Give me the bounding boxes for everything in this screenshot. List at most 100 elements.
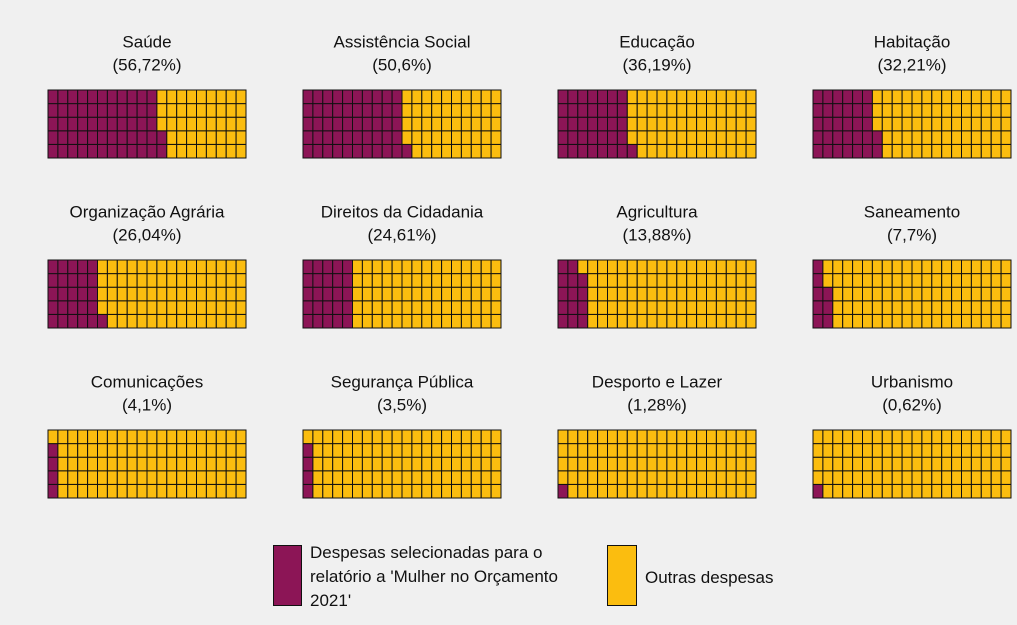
- waffle-cell: [371, 429, 383, 445]
- waffle-cell: [196, 429, 207, 445]
- waffle-cell: [205, 143, 217, 159]
- waffle-cell: [842, 259, 854, 275]
- waffle-cell: [322, 456, 334, 472]
- waffle-cell: [666, 429, 678, 445]
- waffle-cell: [871, 456, 883, 472]
- waffle-cell: [745, 273, 757, 288]
- waffle-cell: [225, 443, 237, 458]
- waffle-cell: [77, 89, 89, 105]
- waffle-cell: [136, 116, 148, 132]
- waffle-cell: [460, 470, 472, 485]
- waffle-cell: [725, 143, 737, 159]
- waffle-cell: [951, 103, 962, 118]
- waffle-cell: [126, 443, 138, 458]
- waffle-cell: [215, 443, 227, 458]
- waffle-cell: [361, 259, 373, 275]
- waffle-cell: [126, 286, 138, 302]
- waffle-cell: [126, 103, 138, 118]
- waffle-cell: [666, 259, 678, 275]
- waffle-cell: [616, 273, 628, 288]
- waffle-cell: [441, 286, 453, 302]
- waffle-cell: [990, 470, 1002, 485]
- waffle-cell: [235, 130, 247, 145]
- waffle-cell: [725, 89, 737, 105]
- waffle-cell: [842, 470, 854, 485]
- waffle-cell: [656, 130, 668, 145]
- waffle-cell: [852, 103, 863, 118]
- waffle-cell: [87, 103, 98, 118]
- waffle-cell: [342, 443, 354, 458]
- waffle-cell: [205, 483, 217, 499]
- waffle-cell: [87, 259, 98, 275]
- waffle-cell: [116, 273, 128, 288]
- waffle-cell: [361, 143, 373, 159]
- waffle-cell: [970, 470, 982, 485]
- waffle-cell: [862, 456, 873, 472]
- waffle-cell: [47, 286, 59, 302]
- waffle-cell: [715, 130, 727, 145]
- waffle-cell: [970, 103, 982, 118]
- waffle-cell: [225, 273, 237, 288]
- waffle-cell: [381, 443, 393, 458]
- waffle-cell: [470, 103, 482, 118]
- waffle-cell: [587, 130, 599, 145]
- waffle-cell: [1000, 470, 1012, 485]
- panel-title: Educação: [619, 32, 695, 51]
- waffle-cell: [911, 143, 923, 159]
- waffle-cell: [146, 300, 158, 315]
- waffle-cell: [961, 89, 972, 105]
- waffle-cell: [186, 89, 198, 105]
- waffle-cell: [176, 483, 188, 499]
- waffle-cell: [371, 483, 383, 499]
- waffle-cell: [567, 470, 579, 485]
- waffle-cell: [871, 313, 883, 329]
- waffle-cell: [832, 443, 844, 458]
- waffle-cell: [342, 300, 354, 315]
- waffle-cell: [901, 259, 913, 275]
- waffle-cell: [557, 286, 569, 302]
- waffle-cell: [901, 470, 913, 485]
- waffle-cell: [951, 116, 962, 132]
- waffle-cell: [557, 89, 569, 105]
- waffle-cell: [745, 443, 757, 458]
- waffle-cell: [431, 130, 443, 145]
- waffle-cell: [322, 443, 334, 458]
- waffle-cell: [186, 273, 198, 288]
- waffle-cell: [842, 483, 854, 499]
- waffle-cell: [941, 116, 953, 132]
- waffle-cell: [126, 259, 138, 275]
- waffle-cell: [557, 130, 569, 145]
- waffle-cell: [881, 443, 893, 458]
- waffle-cell: [607, 456, 618, 472]
- waffle-cell: [421, 300, 433, 315]
- waffle-cell: [725, 443, 737, 458]
- waffle-cell: [745, 456, 757, 472]
- waffle-cell: [480, 483, 492, 499]
- waffle-cell: [146, 313, 158, 329]
- waffle-cell: [941, 103, 953, 118]
- panel-value-label: (36,19%): [623, 55, 692, 74]
- waffle-cell: [862, 103, 873, 118]
- waffle-cell: [451, 103, 462, 118]
- waffle-cell: [116, 116, 128, 132]
- waffle-cell: [116, 429, 128, 445]
- waffle-cell: [852, 470, 863, 485]
- waffle-cell: [745, 300, 757, 315]
- waffle-cell: [421, 89, 433, 105]
- waffle-cell: [470, 313, 482, 329]
- waffle-cell: [421, 470, 433, 485]
- waffle-cell: [411, 89, 423, 105]
- waffle-cell: [381, 300, 393, 315]
- waffle-cell: [607, 89, 618, 105]
- waffle-cell: [735, 456, 747, 472]
- waffle-cell: [381, 116, 393, 132]
- waffle-cell: [931, 286, 943, 302]
- waffle-cell: [980, 470, 992, 485]
- waffle-cell: [822, 456, 834, 472]
- waffle-cell: [706, 130, 717, 145]
- waffle-cell: [557, 456, 569, 472]
- waffle-cell: [735, 286, 747, 302]
- waffle-cell: [597, 470, 608, 485]
- waffle-cell: [901, 456, 913, 472]
- waffle-cell: [441, 483, 453, 499]
